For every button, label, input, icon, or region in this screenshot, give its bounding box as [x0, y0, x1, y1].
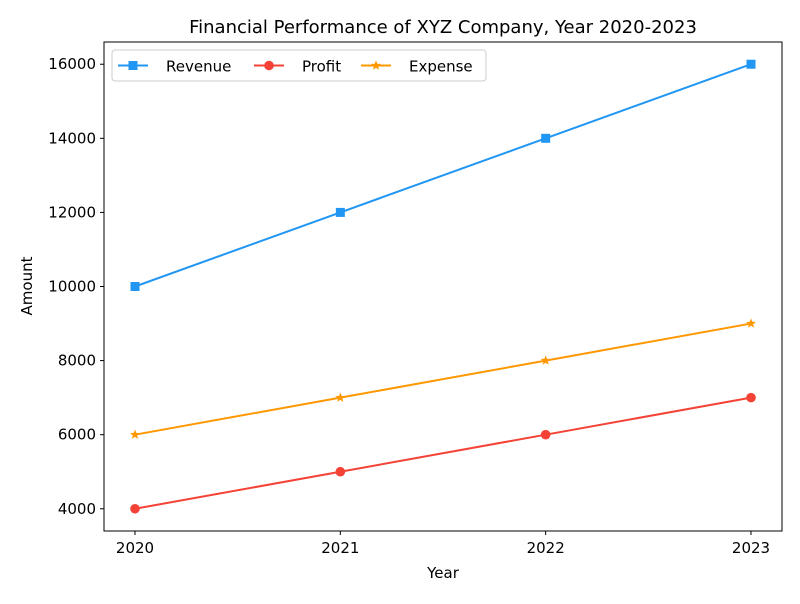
legend-marker-profit: [264, 61, 274, 71]
y-tick-label: 16000: [48, 55, 96, 73]
legend: Revenue Profit Expense: [112, 50, 486, 81]
x-axis-label: Year: [426, 564, 460, 582]
chart-title: Financial Performance of XYZ Company, Ye…: [189, 17, 697, 38]
data-point-revenue: [336, 208, 345, 217]
plot-frame: [104, 42, 782, 531]
legend-label-expense: Expense: [409, 58, 473, 76]
series-revenue: [131, 60, 756, 291]
series-line-revenue: [135, 64, 751, 286]
x-tick-label: 2023: [732, 539, 770, 557]
plot-area: 4000 6000 8000 10000 12000 14000 16000 2020 2021…: [48, 42, 782, 557]
data-point-profit: [746, 393, 756, 403]
data-point-profit: [541, 430, 551, 440]
data-point-revenue: [541, 134, 550, 143]
series-expense: [130, 318, 756, 439]
data-point-expense: [746, 318, 756, 327]
data-point-revenue: [747, 60, 756, 69]
x-tick-label: 2020: [116, 539, 154, 557]
data-point-revenue: [131, 282, 140, 291]
y-tick-label: 4000: [58, 500, 96, 518]
y-tick-label: 12000: [48, 203, 96, 221]
y-tick-label: 8000: [58, 352, 96, 370]
y-tick-label: 6000: [58, 426, 96, 444]
y-tick-label: 14000: [48, 129, 96, 147]
data-point-expense: [335, 392, 345, 401]
legend-marker-revenue: [129, 61, 138, 70]
series-profit: [130, 393, 756, 514]
y-tick-label: 10000: [48, 278, 96, 296]
series-line-profit: [135, 398, 751, 509]
x-tick-label: 2022: [527, 539, 565, 557]
data-point-expense: [541, 355, 551, 364]
data-point-profit: [336, 467, 346, 477]
data-point-expense: [130, 429, 140, 438]
series-line-expense: [135, 324, 751, 435]
legend-label-revenue: Revenue: [166, 58, 231, 76]
x-tick-label: 2021: [321, 539, 359, 557]
legend-label-profit: Profit: [302, 58, 341, 76]
y-axis-label: Amount: [18, 256, 36, 315]
data-point-profit: [130, 504, 140, 514]
